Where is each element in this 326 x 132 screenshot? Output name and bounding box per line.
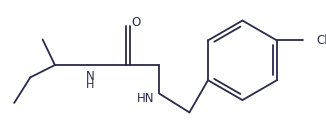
Text: N: N [86, 70, 94, 83]
Text: H: H [86, 80, 94, 90]
Text: HN: HN [137, 92, 155, 105]
Text: Cl: Cl [317, 34, 326, 47]
Text: O: O [132, 16, 141, 29]
